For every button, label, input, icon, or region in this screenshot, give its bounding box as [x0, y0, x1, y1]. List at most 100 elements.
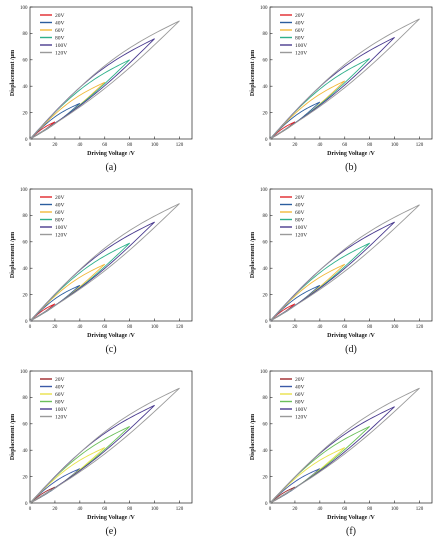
y-tick-label: 0 — [25, 138, 28, 143]
y-tick-label: 0 — [265, 502, 268, 507]
panel-caption: (f) — [346, 526, 356, 537]
y-tick-label: 60 — [23, 59, 29, 64]
series-line-60V — [29, 81, 106, 140]
x-tick-label: 120 — [416, 143, 424, 148]
y-tick-label: 20 — [23, 475, 29, 480]
chart-svg: 0 20 40 60 80 100 120 0 20 40 60 80 100 Driving Volta… — [10, 370, 193, 521]
legend-label: 40V — [295, 384, 305, 390]
x-tick-label: 80 — [367, 507, 373, 512]
y-axis-label: Displacement /µm — [10, 232, 16, 278]
x-tick-label: 0 — [269, 507, 272, 512]
plot-frame — [269, 370, 433, 504]
legend-label: 100V — [295, 407, 307, 413]
x-tick-label: 20 — [292, 143, 298, 148]
y-tick-label: 0 — [25, 320, 28, 325]
legend-label: 40V — [55, 202, 65, 208]
x-tick-label: 20 — [292, 507, 298, 512]
x-tick-label: 40 — [317, 325, 323, 330]
x-tick-label: 20 — [52, 507, 58, 512]
x-tick-label: 120 — [416, 325, 424, 330]
x-axis-label: Driving Voltage /V — [327, 515, 375, 521]
series-line-120V — [29, 20, 180, 140]
x-axis-label: Driving Voltage /V — [327, 333, 375, 339]
legend-label: 20V — [55, 377, 65, 383]
legend-label: 80V — [295, 399, 305, 405]
series-line-40V — [29, 468, 81, 504]
chart-svg: 0 20 40 60 80 100 120 0 20 40 60 80 100 Driving Volta… — [10, 6, 193, 157]
legend-label: 40V — [295, 20, 305, 26]
series-line-120V — [269, 204, 420, 322]
panel-caption: (e) — [105, 526, 117, 537]
legend-label: 20V — [295, 195, 305, 201]
plot-frame — [269, 188, 433, 322]
y-tick-label: 20 — [263, 111, 269, 116]
x-tick-label: 0 — [29, 507, 32, 512]
x-tick-label: 0 — [29, 143, 32, 148]
y-tick-label: 20 — [23, 111, 29, 116]
x-tick-label: 60 — [342, 143, 348, 148]
y-axis-label: Displacement /µm — [250, 232, 256, 278]
y-tick-label: 60 — [23, 241, 29, 246]
series-line-100V — [269, 221, 395, 322]
y-tick-label: 80 — [263, 396, 269, 401]
y-tick-label: 100 — [260, 188, 268, 193]
x-tick-label: 100 — [151, 325, 159, 330]
y-tick-label: 40 — [23, 267, 29, 272]
y-tick-label: 80 — [263, 214, 269, 219]
x-tick-label: 80 — [127, 507, 133, 512]
series-line-120V — [269, 387, 420, 504]
legend-label: 20V — [295, 13, 305, 19]
x-tick-label: 40 — [77, 143, 83, 148]
y-tick-label: 40 — [263, 267, 269, 272]
y-tick-label: 100 — [260, 370, 268, 375]
legend-label: 80V — [55, 35, 65, 41]
y-tick-label: 100 — [260, 6, 268, 11]
y-tick-label: 20 — [263, 293, 269, 298]
series-line-120V — [29, 387, 180, 504]
x-axis-label: Driving Voltage /V — [87, 151, 135, 157]
x-tick-label: 80 — [127, 143, 133, 148]
y-tick-label: 100 — [20, 188, 28, 193]
x-tick-label: 120 — [176, 325, 184, 330]
legend-label: 20V — [55, 13, 65, 19]
series-line-40V — [269, 284, 321, 322]
x-tick-label: 100 — [391, 143, 399, 148]
x-tick-label: 20 — [52, 325, 58, 330]
y-tick-label: 40 — [263, 85, 269, 90]
x-tick-label: 0 — [29, 325, 32, 330]
x-tick-label: 120 — [176, 507, 184, 512]
y-tick-label: 60 — [263, 241, 269, 246]
legend-label: 100V — [295, 43, 307, 49]
legend-label: 100V — [55, 43, 67, 49]
series-line-100V — [269, 406, 395, 504]
x-tick-label: 120 — [176, 143, 184, 148]
x-axis-label: Driving Voltage /V — [87, 515, 135, 521]
panel-caption: (d) — [345, 344, 357, 355]
chart-panel-6: 0 20 40 60 80 100 120 0 20 40 60 80 100 Driving Volta… — [240, 364, 440, 524]
chart-panel-4: 0 20 40 60 80 100 120 0 20 40 60 80 100 Driving Volta… — [240, 182, 440, 342]
legend-label: 120V — [295, 50, 307, 56]
x-tick-label: 0 — [269, 143, 272, 148]
x-tick-label: 100 — [391, 325, 399, 330]
chart-panel-2: 0 20 40 60 80 100 120 0 20 40 60 80 100 Driving Volta… — [240, 0, 440, 160]
x-tick-label: 0 — [269, 325, 272, 330]
series-line-100V — [29, 404, 155, 504]
y-tick-label: 60 — [263, 423, 269, 428]
series-line-60V — [269, 80, 346, 140]
x-tick-label: 60 — [102, 507, 108, 512]
y-axis-label: Displacement /µm — [250, 50, 256, 96]
legend-label: 120V — [55, 50, 67, 56]
panel-caption: (a) — [105, 162, 117, 173]
y-tick-label: 20 — [263, 475, 269, 480]
legend-label: 60V — [295, 392, 305, 398]
x-tick-label: 40 — [77, 507, 83, 512]
chart-panel-5: 0 20 40 60 80 100 120 0 20 40 60 80 100 Driving Volta… — [0, 364, 200, 524]
series-line-120V — [269, 18, 420, 140]
x-tick-label: 80 — [127, 325, 133, 330]
y-tick-label: 80 — [23, 396, 29, 401]
x-tick-label: 120 — [416, 507, 424, 512]
y-tick-label: 80 — [263, 32, 269, 37]
y-axis-label: Displacement /µm — [10, 414, 16, 460]
x-tick-label: 40 — [317, 507, 323, 512]
chart-svg: 0 20 40 60 80 100 120 0 20 40 60 80 100 Driving Volta… — [250, 188, 433, 339]
